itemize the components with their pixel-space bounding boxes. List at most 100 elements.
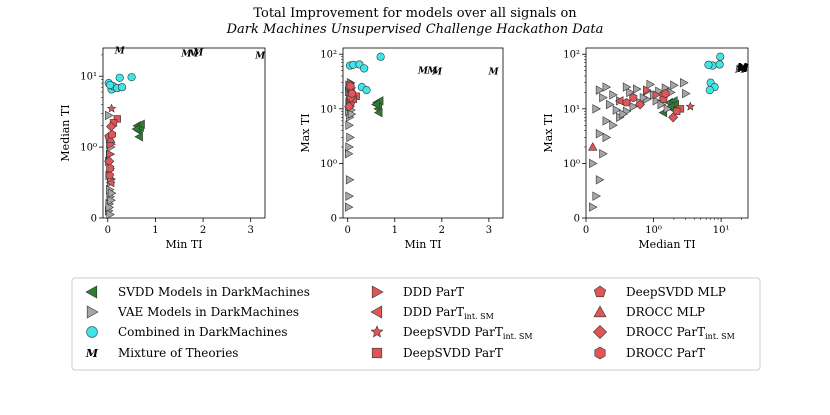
p1-point-M: M <box>114 47 126 57</box>
p3-point-vae <box>626 87 635 98</box>
legend-marker-dddint <box>370 305 383 319</box>
p3-point-M: M <box>738 64 750 74</box>
p2-ytick-label: 0 <box>331 214 337 225</box>
p2-axes-frame <box>342 47 504 219</box>
p3-point-M: M <box>734 66 746 76</box>
legend-label-vae: VAE Models in DarkMachines <box>117 305 299 319</box>
p3-point-square <box>673 107 681 115</box>
legend-label-diam: DROCC ParTint. SM <box>626 325 735 341</box>
p3-point-vae <box>602 116 612 126</box>
p1-point-combined <box>127 73 136 82</box>
p2-point-hex <box>346 81 355 91</box>
p2-point-svdd <box>373 107 383 118</box>
p3-point-vae <box>602 82 612 92</box>
p1-ytick-label: 10⁰ <box>80 143 97 154</box>
p3-point-vae <box>639 92 649 103</box>
p3-point-combined <box>715 60 724 69</box>
p2-xtick-label: 2 <box>439 225 445 236</box>
p1-xtick-label: 2 <box>200 225 206 236</box>
legend-label-combined: Combined in DarkMachines <box>118 325 288 339</box>
legend-label-tri: DROCC MLP <box>626 305 705 319</box>
p1-point-vae <box>107 188 117 198</box>
p1-point-pent <box>105 170 115 180</box>
p2-point-vae <box>346 132 355 143</box>
p3-point-vae <box>595 175 605 185</box>
p3-xtick-label: 10¹ <box>713 225 730 236</box>
p2-point-combined <box>362 86 371 95</box>
p3-point-vae <box>592 104 601 114</box>
p1-ytick-label: 10¹ <box>80 72 97 83</box>
p1-point-dddint <box>105 177 115 188</box>
legend-marker-vae <box>86 305 99 319</box>
p2-ytick-label: 10⁰ <box>320 159 337 170</box>
p3-point-vae <box>663 104 673 114</box>
legend-marker-tri <box>593 305 607 318</box>
p1-point-M: M <box>188 49 200 59</box>
p2-point-vae <box>344 149 354 159</box>
p2-ytick-label: 10² <box>320 50 337 61</box>
legend-label-svdd: SVDD Models in DarkMachines <box>118 285 310 299</box>
p3-point-vae <box>589 158 598 169</box>
legend-marker-svdd <box>85 285 98 299</box>
p3-point-diam <box>668 112 679 123</box>
p2-point-M: M <box>431 68 443 78</box>
p2-xlabel: Min TI <box>404 238 441 251</box>
p2-point-diam <box>344 101 355 112</box>
p1-point-vae <box>107 195 116 205</box>
p3-point-combined <box>716 52 725 61</box>
p2-ytick-label: 10¹ <box>320 104 337 115</box>
p1-point-combined <box>106 80 115 90</box>
p1-point-hex <box>108 130 116 140</box>
p1-point-M: M <box>254 52 266 62</box>
p3-ytick-label: 0 <box>574 214 580 225</box>
legend-marker-diam <box>592 324 608 340</box>
p3-point-vae <box>629 101 639 112</box>
legend-marker-star <box>370 325 384 338</box>
p1-point-vae <box>106 209 115 220</box>
p3-point-tri <box>588 142 598 151</box>
p3-point-vae <box>619 109 628 119</box>
p3-point-vae <box>633 84 642 94</box>
p2-xtick-label: 3 <box>486 225 492 236</box>
p2-point-M: M <box>488 68 500 78</box>
p2-point-vae <box>345 175 355 185</box>
p3-point-ddd <box>643 85 652 95</box>
legend-marker-pent <box>593 285 607 298</box>
p1-xlabel: Min TI <box>165 238 202 251</box>
legend-label-pent: DeepSVDD MLP <box>626 285 726 299</box>
legend-marker-hex <box>594 346 606 360</box>
p3-point-vae <box>599 149 608 159</box>
p3-point-M: M <box>737 65 749 75</box>
p3-xlabel: Median TI <box>638 238 695 251</box>
legend-label-ddd: DDD ParT <box>403 285 464 299</box>
p2-point-hex <box>347 89 356 99</box>
p2-point-svdd <box>371 99 380 110</box>
p3-point-combined <box>705 86 714 95</box>
p1-point-star <box>106 103 117 113</box>
p1-xtick-label: 1 <box>152 225 158 236</box>
p3-point-vae <box>595 85 605 95</box>
p3-point-vae <box>682 88 691 99</box>
p1-ylabel: Median TI <box>59 104 72 161</box>
p3-point-ddd <box>652 90 662 100</box>
p3-point-hex <box>629 93 638 103</box>
p1-axes-frame <box>102 47 266 219</box>
p3-ytick-label: 10⁰ <box>563 159 580 170</box>
legend-marker-M: M <box>85 347 99 360</box>
legend-marker-square <box>371 347 383 359</box>
p1-point-square <box>113 115 121 123</box>
p1-point-hex <box>106 163 115 173</box>
p1-point-combined <box>117 83 127 92</box>
p3-point-vae <box>609 120 618 130</box>
p3-point-vae <box>652 96 662 106</box>
p3-ylabel: Max TI <box>542 113 555 152</box>
p2-ylabel: Max TI <box>299 113 312 152</box>
p3-point-vae <box>609 90 618 100</box>
p3-point-vae <box>602 132 612 143</box>
p2-point-vae <box>347 109 357 119</box>
p2-point-vae <box>345 191 354 201</box>
p3-point-M: M <box>735 64 747 74</box>
p3-point-M: M <box>736 63 748 73</box>
p1-ytick-label: 0 <box>91 214 97 225</box>
